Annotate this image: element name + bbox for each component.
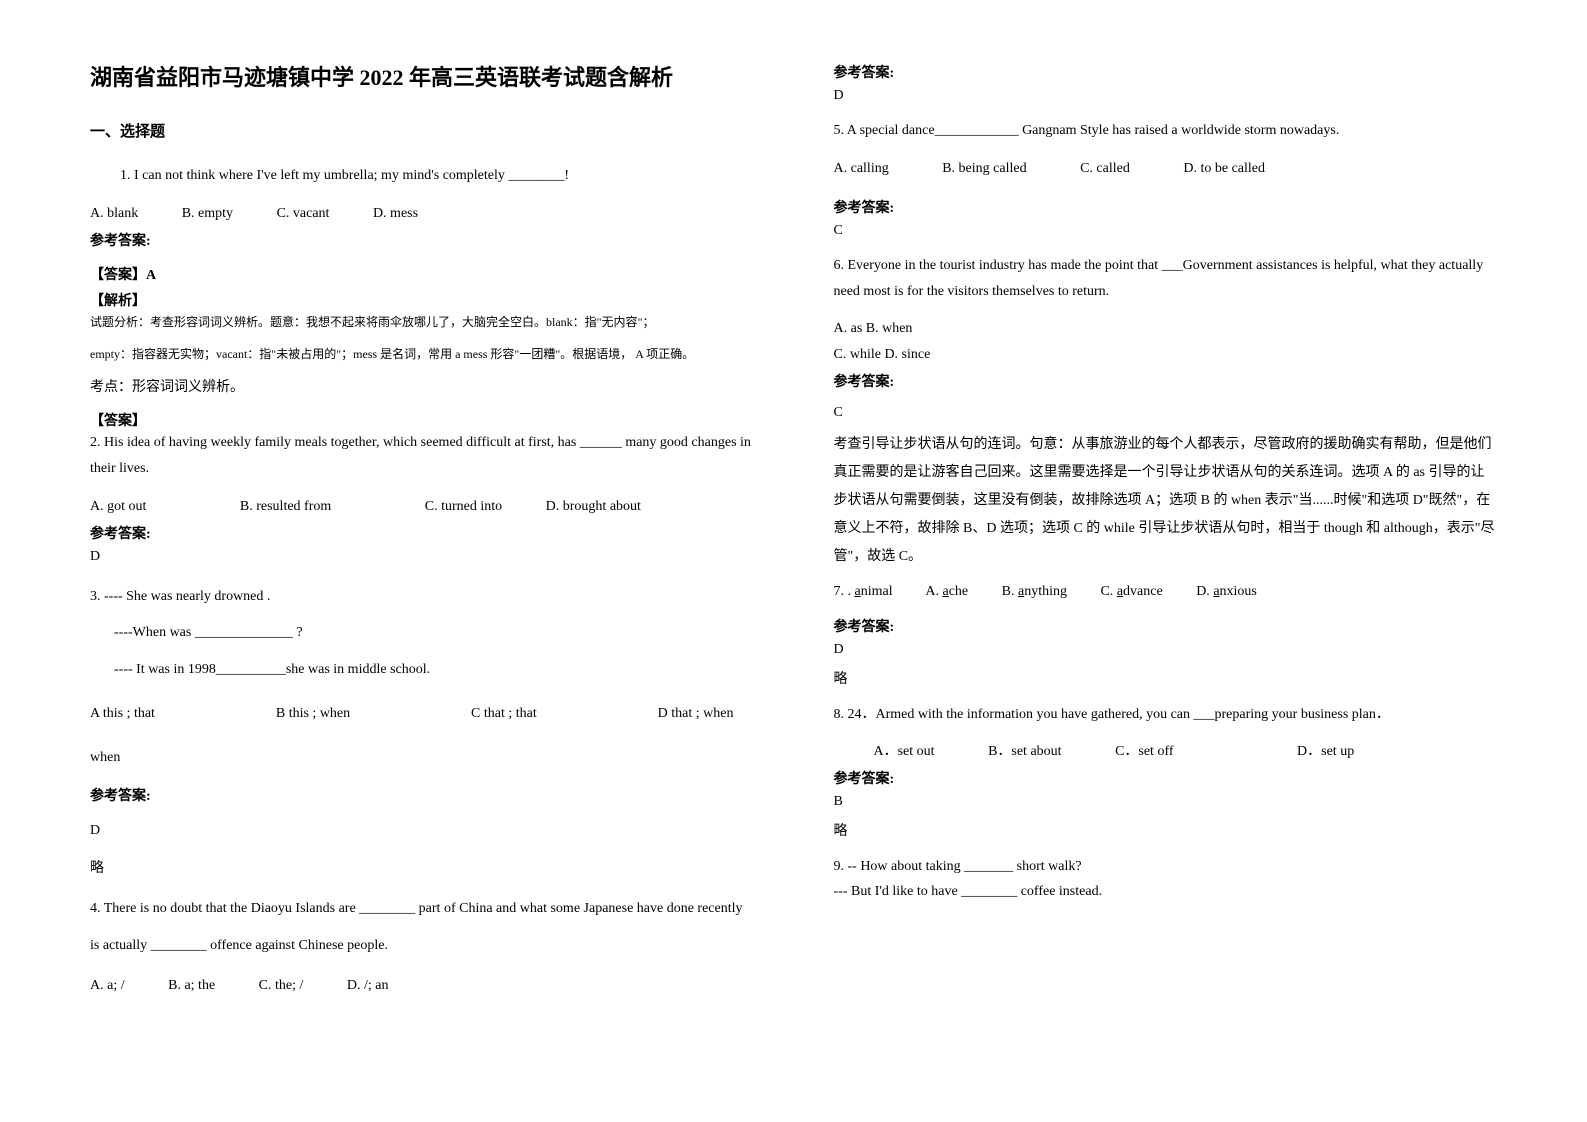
q7-word: animal <box>855 584 893 599</box>
q3-block: 3. ---- She was nearly drowned . ----Whe… <box>90 579 754 688</box>
q1-expl1: 试题分析：考查形容词词义辨析。题意：我想不起来将雨伞放哪儿了，大脑完全空白。bl… <box>90 310 754 334</box>
q5-options: A. calling B. being called C. called D. … <box>834 155 1498 183</box>
q5-opt-c: C. called <box>1080 155 1130 183</box>
q8-text: 8. 24．Armed with the information you hav… <box>834 702 1498 729</box>
q5-answer-label: 参考答案: <box>834 197 1498 217</box>
q6-opt-cd: C. while D. since <box>834 342 1498 369</box>
q7-note: 略 <box>834 668 1498 688</box>
q1-opt-a: A. blank <box>90 200 138 228</box>
q8-opt-b: B．set about <box>988 738 1062 766</box>
q7-answer-value: D <box>834 642 1498 658</box>
q4-answer-label: 参考答案: <box>834 62 1498 82</box>
q3-opt-c: C that ; that <box>471 696 537 732</box>
q2-opt-c: C. turned into <box>425 493 502 521</box>
q6-answer-label: 参考答案: <box>834 371 1498 391</box>
q7-opt-b: B. anything <box>1002 584 1067 599</box>
q3-line2: ----When was ______________ ? <box>114 615 754 651</box>
q2-text: 2. His idea of having weekly family meal… <box>90 430 754 483</box>
q6-opt-ab: A. as B. when <box>834 316 1498 343</box>
q7-row: 7. . animal A. ache B. anything C. advan… <box>834 579 1498 606</box>
q7-opt-c: C. advance <box>1100 584 1162 599</box>
q8-opt-d: D．set up <box>1297 738 1354 766</box>
q4-opt-d: D. /; an <box>347 972 389 1000</box>
q8-opt-c: C．set off <box>1115 738 1173 766</box>
q2-opt-a: A. got out <box>90 493 146 521</box>
q4-opt-a: A. a; / <box>90 972 125 1000</box>
q1-expl2: empty：指容器无实物；vacant：指"未被占用的"；mess 是名词，常用… <box>90 342 754 366</box>
doc-title: 湖南省益阳市马迹塘镇中学 2022 年高三英语联考试题含解析 <box>90 60 754 92</box>
q8-answer-value: B <box>834 794 1498 810</box>
left-page: 湖南省益阳市马迹塘镇中学 2022 年高三英语联考试题含解析 一、选择题 1. … <box>0 0 794 1122</box>
q4-answer-value: D <box>834 88 1498 104</box>
q2-opt-d: D. brought about <box>546 493 641 521</box>
q2-options: A. got out B. resulted from C. turned in… <box>90 493 754 521</box>
q2-answer-label: 参考答案: <box>90 523 754 543</box>
q3-note: 略 <box>90 857 754 877</box>
q8-note: 略 <box>834 820 1498 840</box>
q1-expl3: 考点：形容词词义辨析。 <box>90 374 754 402</box>
q7-text: 7. . <box>834 584 852 599</box>
q5-text: 5. A special dance____________ Gangnam S… <box>834 118 1498 145</box>
q3-opt-d: D that ; when <box>658 696 734 732</box>
q5-opt-b: B. being called <box>942 155 1026 183</box>
section-header: 一、选择题 <box>90 120 754 141</box>
q7-answer-label: 参考答案: <box>834 616 1498 636</box>
q1-options: A. blank B. empty C. vacant D. mess <box>90 200 754 228</box>
q3-opt-a: A this ; that <box>90 696 155 732</box>
q1-answer-tag: 【答案】A <box>90 264 754 284</box>
q1-answer-tag2: 【答案】 <box>90 410 754 430</box>
q4-opt-b: B. a; the <box>168 972 215 1000</box>
q3-opt-b: B this ; when <box>276 696 350 732</box>
q1-text: 1. I can not think where I've left my um… <box>120 163 754 190</box>
q5-answer-value: C <box>834 223 1498 239</box>
q1-opt-c: C. vacant <box>277 200 330 228</box>
q6-expl1: 考查引导让步状语从句的连词。句意：从事旅游业的每个人都表示，尽管政府的援助确实有… <box>834 431 1498 571</box>
q4-opt-c: C. the; / <box>259 972 304 1000</box>
q8-options: A．set out B．set about C．set off D．set up <box>874 738 1498 766</box>
q7-opt-a: A. ache <box>925 584 968 599</box>
q3-line1: 3. ---- She was nearly drowned . <box>90 579 754 615</box>
q3-line3: ---- It was in 1998__________she was in … <box>114 652 754 688</box>
q9-line1: 9. -- How about taking _______ short wal… <box>834 854 1498 879</box>
q8-opt-a: A．set out <box>874 738 935 766</box>
q9-line2: --- But I'd like to have ________ coffee… <box>834 879 1498 904</box>
q2-opt-b: B. resulted from <box>240 493 331 521</box>
q7-opt-d: D. anxious <box>1196 584 1257 599</box>
right-page: 参考答案: D 5. A special dance____________ G… <box>794 0 1587 1122</box>
q4-text: 4. There is no doubt that the Diaoyu Isl… <box>90 891 754 964</box>
q3-options: A this ; that B this ; when C that ; tha… <box>90 696 754 732</box>
q6-line1: 6. Everyone in the tourist industry has … <box>834 253 1498 306</box>
q1-opt-d: D. mess <box>373 200 418 228</box>
q2-answer-value: D <box>90 549 754 565</box>
q3-answer-label: 参考答案: <box>90 785 754 805</box>
q3-answer-value: D <box>90 813 754 849</box>
q5-opt-a: A. calling <box>834 155 889 183</box>
q1-answer-label: 参考答案: <box>90 230 754 250</box>
q1-opt-b: B. empty <box>182 200 233 228</box>
q8-answer-label: 参考答案: <box>834 768 1498 788</box>
q5-opt-d: D. to be called <box>1183 155 1265 183</box>
q6-answer-value: C <box>834 405 1498 421</box>
q3-opt-d-cont: when <box>90 740 754 776</box>
q1-expl-tag: 【解析】 <box>90 290 754 310</box>
q4-options: A. a; / B. a; the C. the; / D. /; an <box>90 972 754 1000</box>
